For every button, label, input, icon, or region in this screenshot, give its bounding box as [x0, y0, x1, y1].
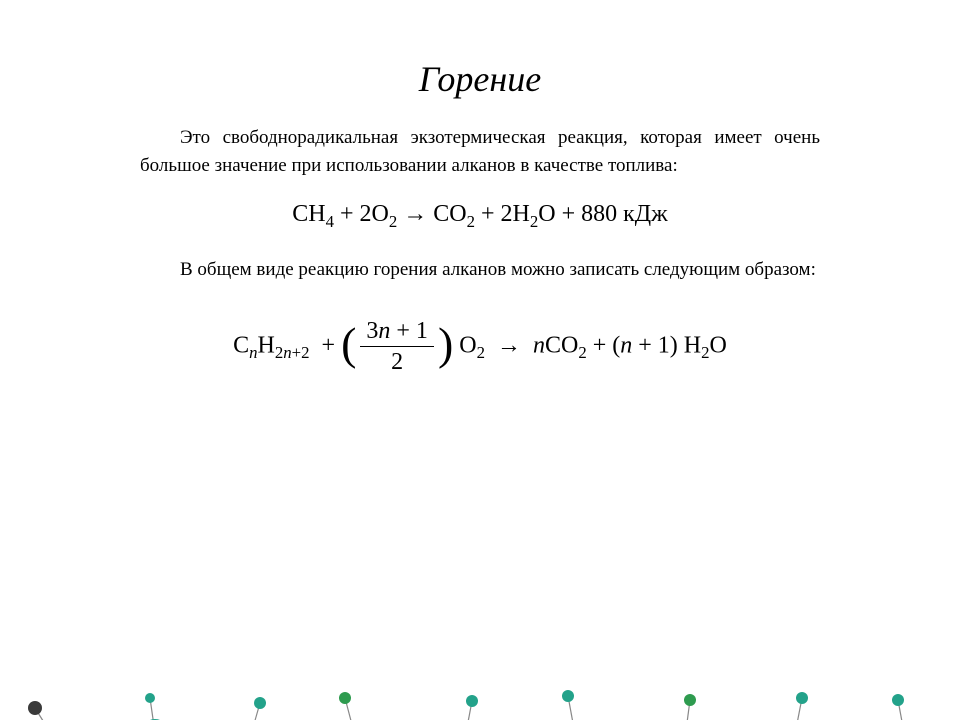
equation-1: CH4 + 2O2 → CO2 + 2H2O + 880 кДж [292, 201, 668, 228]
slide: Горение Это свободнорадикальная экзотерм… [0, 58, 960, 720]
decorative-molecules [0, 598, 960, 720]
paragraph-intro: Это свободнорадикальная экзотермическая … [140, 124, 820, 179]
slide-title: Горение [0, 58, 960, 100]
equation-2: CnH2n+2 + (3n + 12) O2 → nCO2 + (n + 1) … [233, 318, 727, 376]
equation-1-block: CH4 + 2O2 → CO2 + 2H2O + 880 кДж [140, 201, 820, 228]
paragraph-general: В общем виде реакцию горения алканов мож… [140, 256, 820, 284]
equation-2-block: CnH2n+2 + (3n + 12) O2 → nCO2 + (n + 1) … [140, 318, 820, 376]
